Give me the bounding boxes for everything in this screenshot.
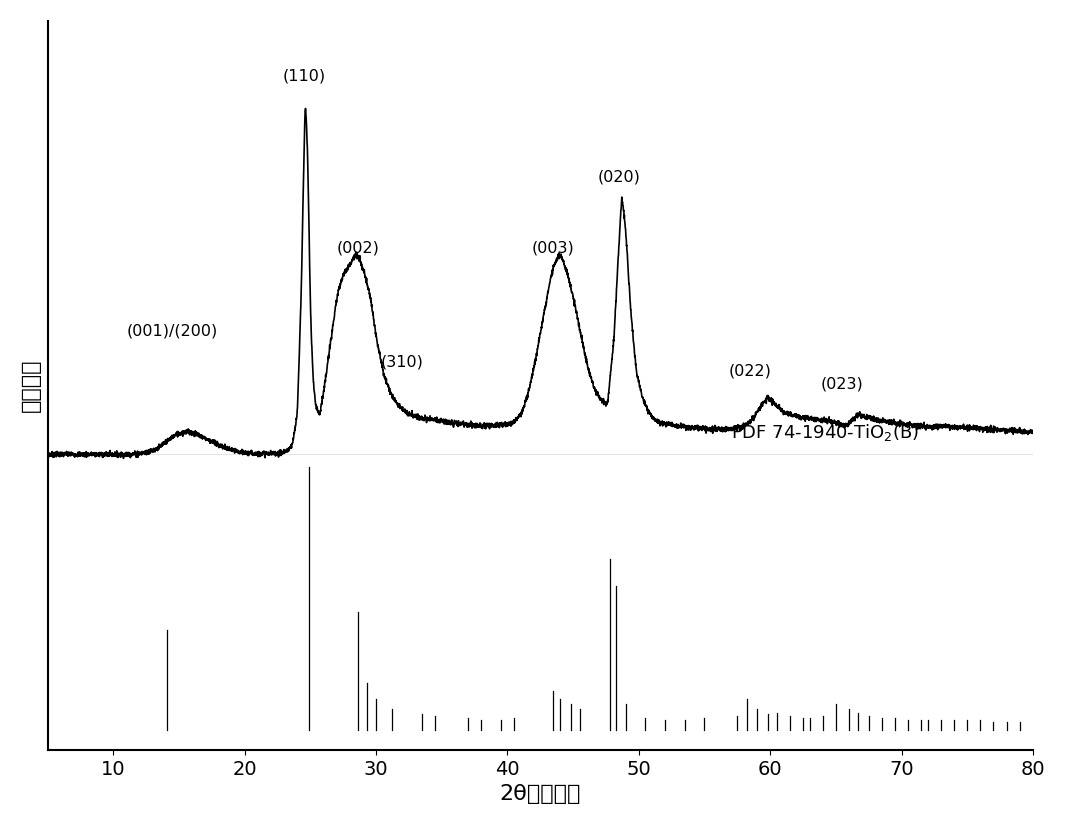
Text: (310): (310) [381,355,424,370]
Text: (022): (022) [729,363,772,379]
Text: (020): (020) [598,170,641,185]
Text: (002): (002) [336,240,379,255]
X-axis label: 2θ角（度）: 2θ角（度） [500,785,581,804]
Text: (023): (023) [821,376,863,392]
Y-axis label: 相对强度: 相对强度 [21,359,41,412]
Text: (003): (003) [532,240,575,255]
Text: (001)/(200): (001)/(200) [127,323,219,339]
Text: (110): (110) [282,68,325,83]
Text: PDF 74-1940-TiO$_2$(B): PDF 74-1940-TiO$_2$(B) [731,422,919,443]
